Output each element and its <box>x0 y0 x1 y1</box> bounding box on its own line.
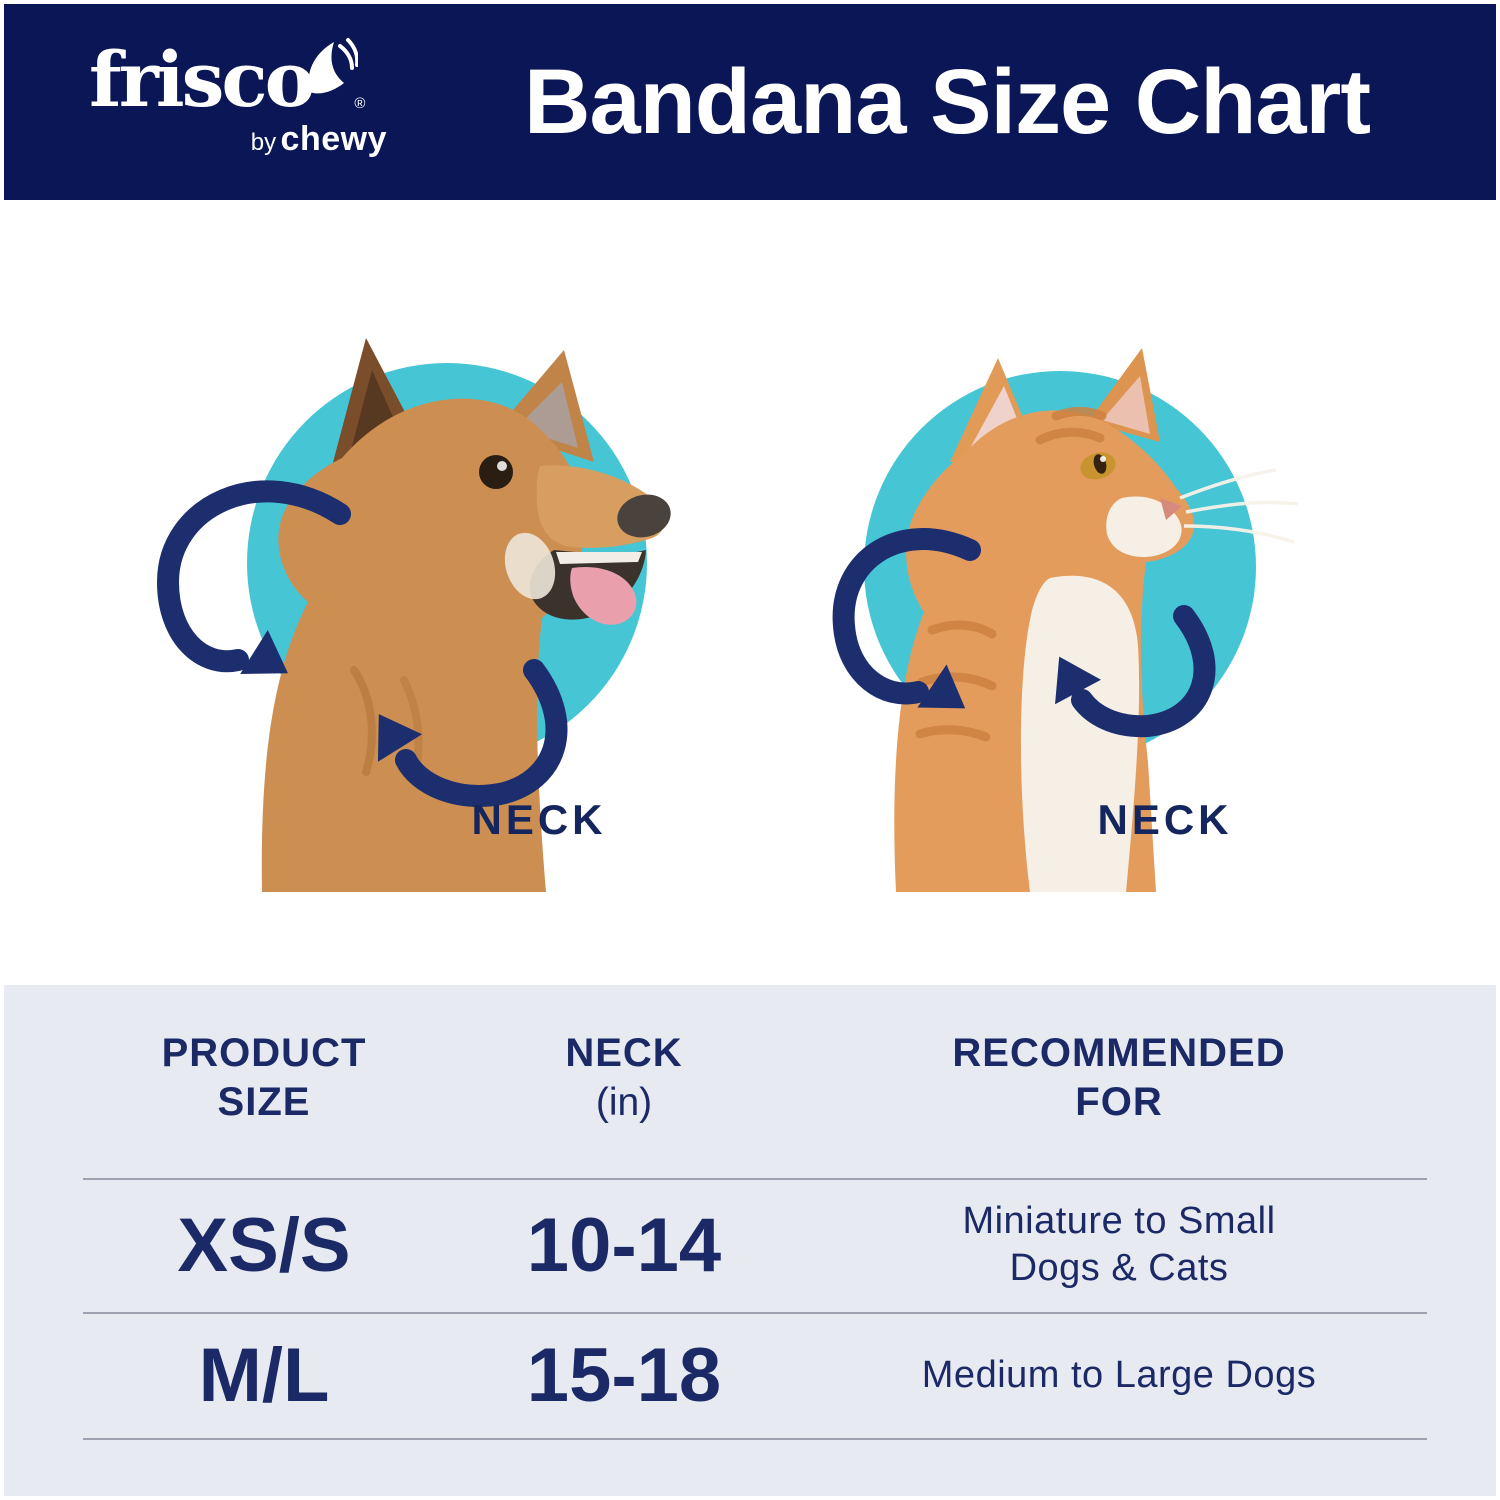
cat-neck-measurement-illustration <box>832 348 1299 892</box>
neck-measure-arrows <box>832 528 1216 738</box>
arrowhead-icon <box>240 629 288 675</box>
cat-whiskers <box>1179 468 1299 544</box>
dog-eye <box>479 455 513 489</box>
dog-neck-measurement-illustration <box>156 338 671 892</box>
dog-tongue <box>570 566 637 625</box>
frisco-tail-icon <box>308 38 359 94</box>
table-row-xss-neck: 10-14 <box>526 1202 722 1288</box>
dog-neck-label: NECK <box>471 796 607 843</box>
page-title: Bandana Size Chart <box>524 51 1371 153</box>
by-chewy-wordmark: by chewy <box>250 120 387 158</box>
table-row-xss-size: XS/S <box>177 1202 351 1288</box>
column-header-product-size: PRODUCT SIZE <box>161 1031 367 1124</box>
frisco-logo: frisco ® by chewy <box>89 34 389 159</box>
cat-nose <box>1160 498 1182 520</box>
table-row-ml-size: M/L <box>198 1332 330 1418</box>
table-row-ml-neck: 15-18 <box>526 1332 722 1418</box>
arrowhead-icon <box>1055 656 1101 705</box>
table-divider <box>83 1312 1427 1314</box>
cat-neck-label: NECK <box>1097 796 1233 843</box>
table-row-ml-recommended: Medium to Large Dogs <box>921 1353 1317 1396</box>
table-row-xss-recommended: Miniature to Small Dogs & Cats <box>962 1200 1276 1289</box>
header-banner: frisco ® by chewy Bandana Size Chart <box>4 4 1496 200</box>
dog-nose <box>617 494 671 538</box>
arrowhead-icon <box>377 714 423 762</box>
size-table: PRODUCT SIZE NECK (in) RECOMMENDED FOR X… <box>4 985 1496 1496</box>
arrowhead-icon <box>917 664 966 709</box>
table-divider <box>83 1178 1427 1180</box>
table-divider <box>83 1438 1427 1440</box>
measurement-figures: NECK <box>4 200 1496 985</box>
column-header-neck-in: NECK (in) <box>565 1031 683 1124</box>
frisco-wordmark: frisco <box>89 35 315 124</box>
column-header-recommended-for: RECOMMENDED FOR <box>952 1031 1286 1124</box>
registered-mark: ® <box>354 95 366 112</box>
neck-measure-arrows <box>156 480 568 807</box>
